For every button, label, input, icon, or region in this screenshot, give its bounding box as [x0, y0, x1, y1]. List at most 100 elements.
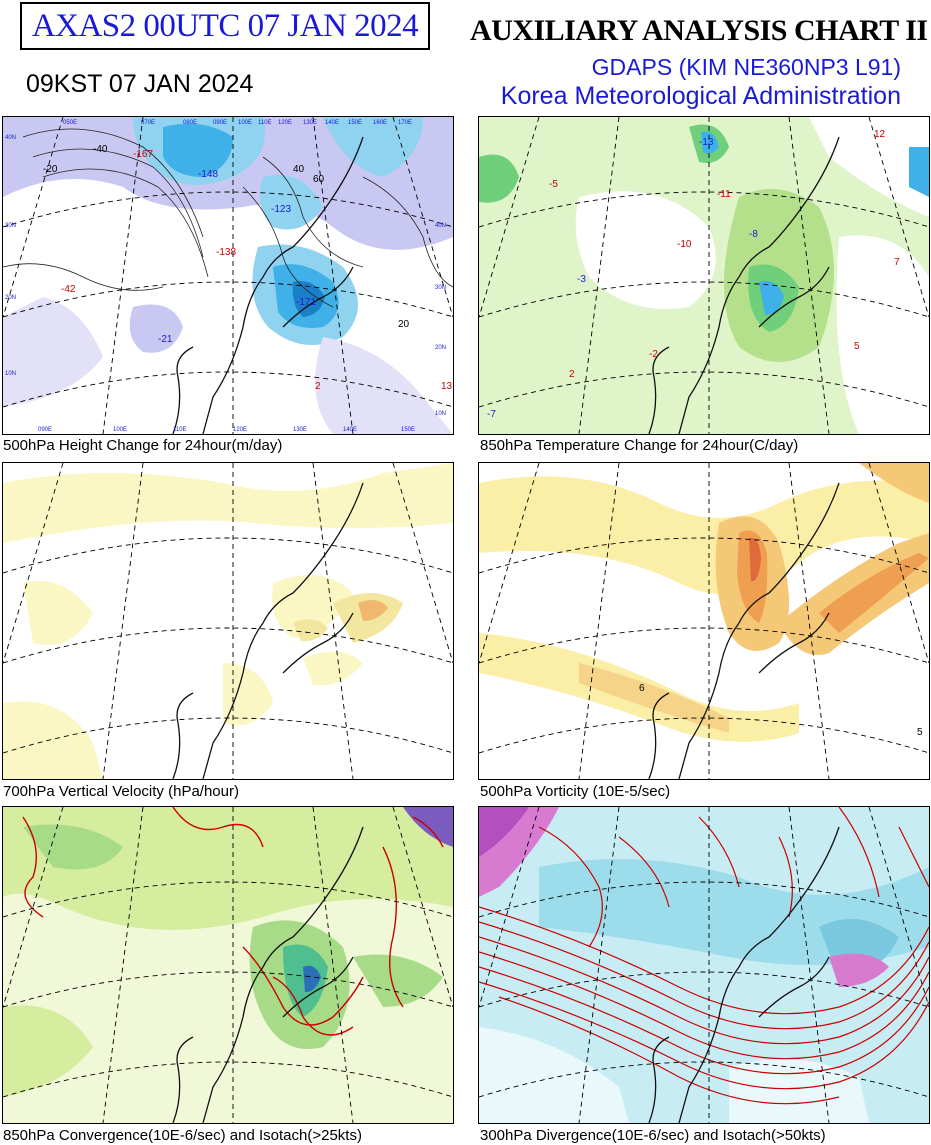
lon-top-label: 050E — [63, 120, 77, 126]
label-minus21: -21 — [158, 334, 173, 345]
lat-left-label: 20N — [5, 295, 16, 301]
contour-layer — [3, 128, 453, 308]
panel-vorticity: 6 5 — [478, 462, 930, 780]
label-7: 7 — [894, 257, 900, 268]
caption-height-change: 500hPa Height Change for 24hour(m/day) — [3, 437, 283, 454]
graticule-layer — [3, 807, 453, 1123]
grid-labels: 050E 070E 080E 090E 100E 110E 120E 130E … — [5, 120, 446, 433]
caption-convergence: 850hPa Convergence(10E-6/sec) and Isotac… — [3, 1127, 362, 1144]
isotach-layer — [479, 807, 929, 1105]
label-6: 6 — [639, 683, 645, 694]
label-minus3: -3 — [577, 274, 586, 285]
lon-bottom-label: 130E — [293, 427, 307, 433]
label-minus8: -8 — [749, 229, 758, 240]
contour-labels: -167 -148 -123 -171 -138 -42 -21 -20 -40… — [43, 144, 453, 392]
lat-right-label: 20N — [435, 345, 446, 351]
label-5: 5 — [854, 341, 860, 352]
label-13: 13 — [441, 381, 453, 392]
coastline-layer — [172, 826, 364, 1123]
lon-bottom-label: 090E — [38, 427, 52, 433]
coastline-layer — [648, 482, 840, 779]
graticule-layer — [479, 807, 929, 1123]
caption-vertical-velocity: 700hPa Vertical Velocity (hPa/hour) — [3, 783, 239, 800]
panel-temperature-change: -13 -10 -11 -8 -7 -5 -3 -2 2 5 7 12 — [478, 116, 930, 435]
map-convergence — [3, 807, 453, 1123]
lon-bottom-label: 140E — [343, 427, 357, 433]
fill-layer — [479, 807, 929, 1123]
lon-bottom-label: 110E — [173, 427, 187, 433]
label-minus42: -42 — [61, 284, 76, 295]
lon-top-label: 090E — [213, 120, 227, 126]
label-minus13: -13 — [699, 137, 714, 148]
label-minus5: -5 — [549, 179, 558, 190]
map-divergence — [479, 807, 929, 1123]
label-40: 40 — [293, 164, 305, 175]
isotach-layer — [22, 807, 444, 1036]
panel-height-change: -167 -148 -123 -171 -138 -42 -21 -20 -40… — [2, 116, 454, 435]
coastline-layer — [172, 482, 364, 779]
coastline-layer — [172, 136, 364, 434]
lat-left-label: 30N — [5, 223, 16, 229]
caption-divergence: 300hPa Divergence(10E-6/sec) and Isotach… — [480, 1127, 826, 1144]
chart-id-box: AXAS2 00UTC 07 JAN 2024 — [20, 2, 430, 50]
label-minus7: -7 — [487, 409, 496, 420]
label-minus10: -10 — [677, 239, 692, 250]
lon-top-label: 150E — [348, 120, 362, 126]
map-height-change: -167 -148 -123 -171 -138 -42 -21 -20 -40… — [3, 117, 453, 434]
lat-left-label: 10N — [5, 371, 16, 377]
coastline-layer — [648, 136, 840, 434]
lon-top-label: 080E — [183, 120, 197, 126]
panel-divergence — [478, 806, 930, 1124]
label-minus123: -123 — [271, 204, 291, 215]
coastline-layer — [648, 826, 840, 1123]
lon-top-label: 070E — [141, 120, 155, 126]
map-vertical-velocity — [3, 463, 453, 779]
lon-top-label: 110E — [258, 120, 272, 126]
label-minus11: -11 — [717, 189, 731, 200]
lon-bottom-label: 150E — [401, 427, 415, 433]
fill-layer — [3, 117, 453, 434]
label-20: 20 — [398, 319, 410, 330]
map-vorticity: 6 5 — [479, 463, 929, 779]
model-label: GDAPS (KIM NE360NP3 L91) — [591, 54, 901, 80]
label-2: 2 — [569, 369, 575, 380]
label-minus171: -171 — [296, 297, 316, 308]
label-5: 5 — [917, 727, 923, 738]
lat-right-label: 10N — [435, 411, 446, 417]
label-minus20: -20 — [43, 164, 58, 175]
lon-top-label: 170E — [398, 120, 412, 126]
local-time-label: 09KST 07 JAN 2024 — [26, 70, 254, 98]
fill-layer — [479, 463, 929, 742]
lon-top-label: 120E — [278, 120, 292, 126]
graticule-layer — [479, 463, 929, 779]
lon-top-label: 140E — [325, 120, 339, 126]
agency-label: Korea Meteorological Administration — [500, 82, 901, 110]
contour-labels: -13 -10 -11 -8 -7 -5 -3 -2 2 5 7 12 — [487, 129, 900, 420]
label-minus167: -167 — [133, 149, 153, 160]
lon-bottom-label: 100E — [113, 427, 127, 433]
caption-vorticity: 500hPa Vorticity (10E-5/sec) — [480, 783, 671, 800]
map-temperature-change: -13 -10 -11 -8 -7 -5 -3 -2 2 5 7 12 — [479, 117, 929, 434]
panel-convergence — [2, 806, 454, 1124]
fill-layer — [3, 463, 453, 779]
label-2: 2 — [315, 381, 321, 392]
label-12: 12 — [874, 129, 886, 140]
graticule-layer — [3, 117, 453, 434]
contour-labels: 6 5 — [639, 683, 923, 738]
lon-top-label: 100E — [238, 120, 252, 126]
fill-layer — [479, 117, 929, 434]
fill-layer — [3, 807, 453, 1123]
chart-title: AUXILIARY ANALYSIS CHART II — [470, 14, 928, 47]
label-minus138: -138 — [216, 247, 236, 258]
panel-vertical-velocity — [2, 462, 454, 780]
lon-bottom-label: 120E — [233, 427, 247, 433]
graticule-layer — [3, 463, 453, 779]
lat-right-label: 40N — [435, 223, 446, 229]
lon-top-label: 160E — [373, 120, 387, 126]
label-60: 60 — [313, 174, 325, 185]
caption-temperature-change: 850hPa Temperature Change for 24hour(C/d… — [480, 437, 799, 454]
label-minus40: -40 — [93, 144, 108, 155]
lon-top-label: 130E — [303, 120, 317, 126]
lat-left-label: 40N — [5, 135, 16, 141]
lat-right-label: 30N — [435, 285, 446, 291]
